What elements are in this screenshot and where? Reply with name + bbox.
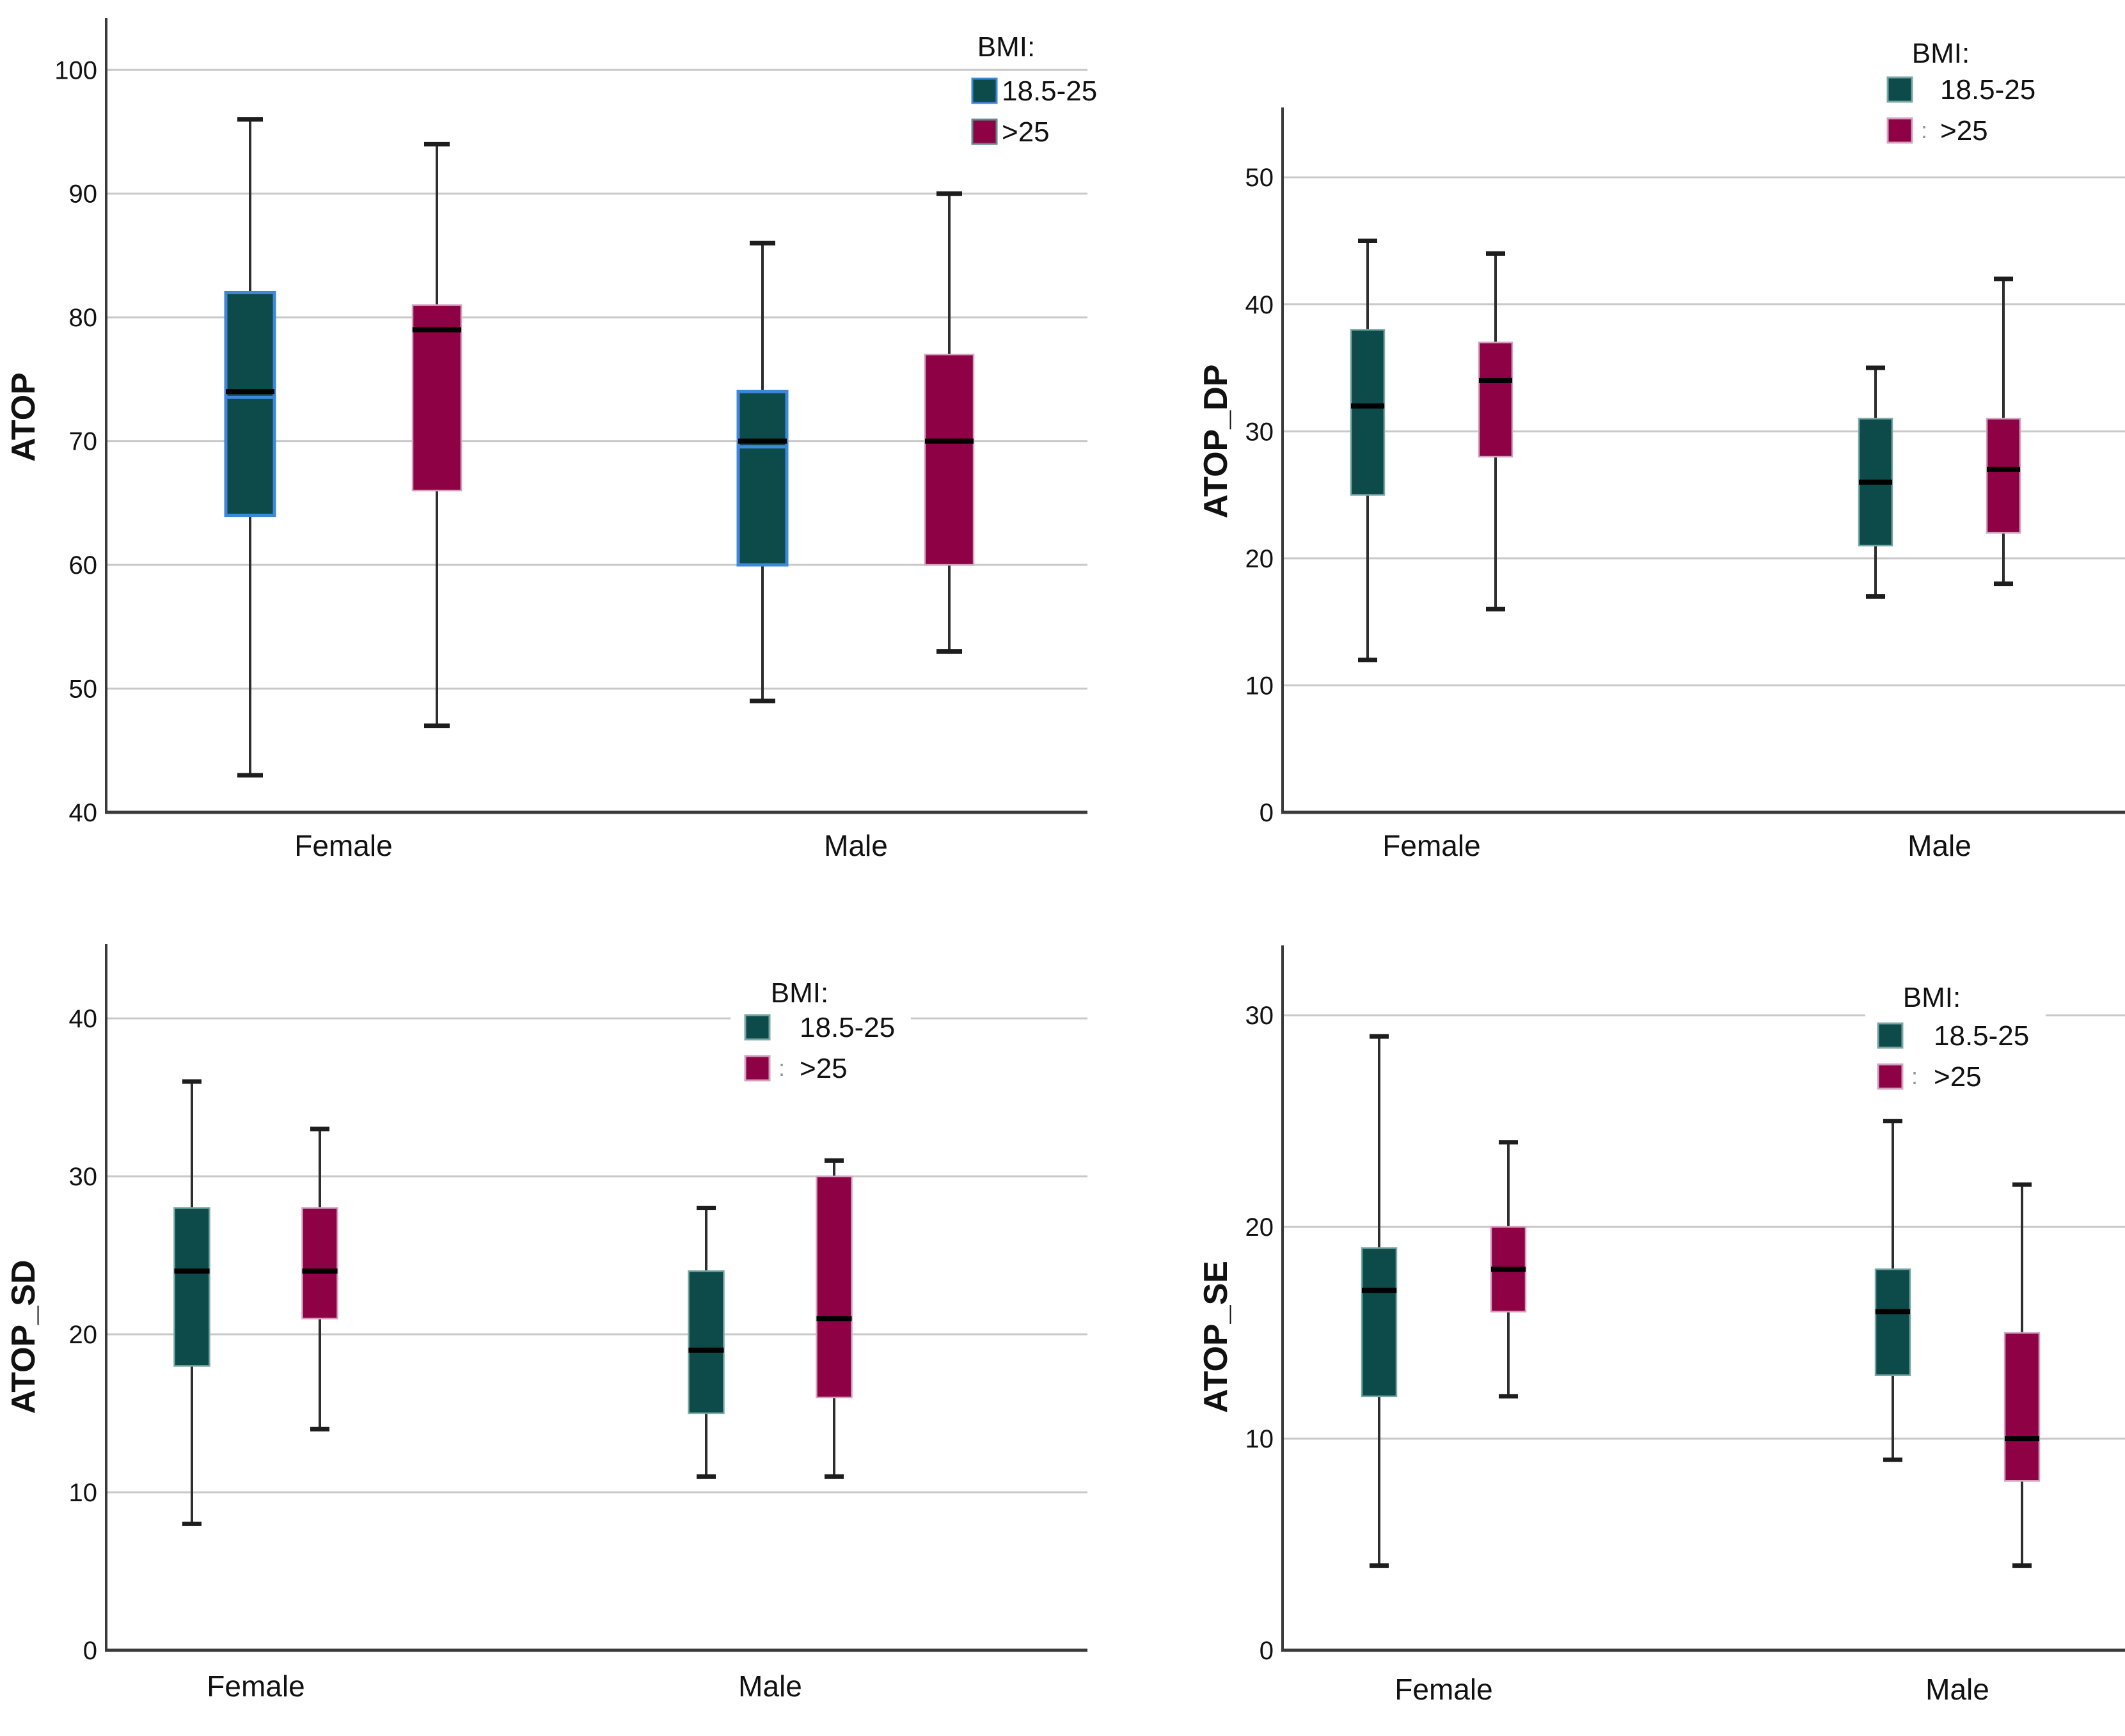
legend-label-gt25: >25	[1002, 116, 1050, 148]
box-atop-18.5-25-male	[736, 390, 789, 567]
y-tick-label-40: 40	[69, 799, 98, 827]
panel-svg-atop-sd: 40 30 20 10 0 Female Male ATOP_SD BMI:18.5-25: >2…	[5, 944, 1087, 1703]
category-label-male: Male	[738, 1669, 802, 1703]
legend-colon-mark: :	[1921, 117, 1927, 143]
legend-swatch-gt25	[1886, 117, 1913, 144]
category-label-male: Male	[1925, 1673, 1989, 1706]
legend-label-18.5-25: 18.5-25	[800, 1012, 895, 1043]
y-tick-label-40: 40	[69, 1005, 98, 1033]
legend-swatch-gt25	[744, 1055, 771, 1082]
legend-label-18.5-25: 18.5-25	[1940, 74, 2035, 106]
category-label-male: Male	[1908, 829, 1971, 862]
y-tick-label-70: 70	[69, 428, 98, 456]
box-atop-18.5-25-female	[224, 290, 276, 517]
legend-title: BMI:	[1903, 982, 1961, 1013]
y-axis-title: ATOP	[5, 372, 42, 462]
y-tick-label-20: 20	[1245, 545, 1274, 573]
y-tick-label-30: 30	[1245, 1002, 1274, 1030]
legend-swatch-18.5-25	[1877, 1022, 1904, 1049]
legend-label-gt25: >25	[1940, 115, 1988, 146]
panel-svg-atop-se: 30 20 10 0 Female Male ATOP_SE BMI: 18.5-25: >25	[1197, 945, 2125, 1706]
y-axis-title: ATOP_SE	[1197, 1261, 1235, 1413]
y-axis-title: ATOP_SD	[5, 1260, 42, 1414]
legend-title: BMI:	[977, 31, 1035, 63]
y-tick-label-60: 60	[69, 551, 98, 580]
panel-svg-atop-dp: 50 40 30 20 10 0 Female Male ATOP_DP BMI: 18.5-25:…	[1197, 38, 2125, 862]
panel-svg-atop: 100 90 80 70 60 50 40 Female Male ATOP BMI: 18.5-25…	[5, 18, 1097, 862]
y-tick-label-40: 40	[1245, 291, 1274, 319]
category-label-male: Male	[824, 829, 888, 862]
box-atop-se-18.5-25-male	[1874, 1268, 1911, 1377]
boxplot-panel-atop-dp: 50 40 30 20 10 0 Female Male ATOP_DP BMI: 18.5-25:…	[1190, 0, 2125, 899]
y-tick-label-100: 100	[54, 56, 97, 84]
legend-title: BMI:	[1912, 38, 1970, 69]
box-atop-dp-18.5-25-female	[1350, 329, 1386, 496]
y-tick-label-0: 0	[83, 1637, 97, 1665]
y-tick-label-0: 0	[1260, 799, 1274, 827]
box-atop-dp-gt25-male	[1986, 418, 2021, 534]
boxplot-panel-atop-se: 30 20 10 0 Female Male ATOP_SE BMI: 18.5-25: >25	[1190, 896, 2125, 1736]
y-tick-label-20: 20	[1245, 1213, 1274, 1242]
category-label-female: Female	[1382, 829, 1480, 862]
y-tick-label-80: 80	[69, 304, 98, 332]
box-atop-gt25-female	[411, 304, 462, 492]
y-tick-label-50: 50	[69, 675, 98, 704]
y-tick-label-50: 50	[1245, 164, 1274, 192]
boxplot-panel-atop-sd: 40 30 20 10 0 Female Male ATOP_SD BMI: 18.5-25: >2…	[0, 896, 1100, 1736]
legend-swatch-gt25	[1877, 1063, 1904, 1090]
y-tick-label-30: 30	[1245, 418, 1274, 446]
legend-colon-mark: :	[778, 1055, 785, 1081]
y-tick-label-10: 10	[69, 1479, 98, 1507]
y-tick-label-30: 30	[69, 1163, 98, 1191]
boxplot-panel-atop: 100 90 80 70 60 50 40 Female Male ATOP BMI: 18.5-25…	[0, 0, 1100, 899]
box-atop-sd-18.5-25-female	[173, 1207, 210, 1367]
box-atop-dp-gt25-female	[1478, 342, 1513, 458]
legend-title: BMI:	[771, 977, 828, 1009]
y-tick-label-90: 90	[69, 180, 98, 209]
y-tick-label-10: 10	[1245, 1425, 1274, 1453]
legend-swatch-18.5-25	[1886, 76, 1913, 103]
box-atop-sd-gt25-female	[301, 1207, 338, 1320]
box-atop-se-gt25-male	[2003, 1332, 2041, 1482]
legend-label-18.5-25: 18.5-25	[1934, 1020, 2029, 1052]
category-label-female: Female	[207, 1669, 304, 1703]
legend-label-gt25: >25	[800, 1053, 848, 1084]
box-atop-sd-gt25-male	[816, 1175, 853, 1399]
y-axis-title: ATOP_DP	[1197, 365, 1235, 519]
box-atop-se-18.5-25-female	[1361, 1247, 1398, 1398]
legend-swatch-18.5-25	[971, 77, 998, 104]
legend-label-gt25: >25	[1934, 1061, 1982, 1093]
legend-label-18.5-25: 18.5-25	[1002, 75, 1097, 107]
legend-swatch-18.5-25	[744, 1014, 771, 1041]
box-atop-sd-18.5-25-male	[688, 1270, 725, 1414]
y-tick-label-20: 20	[69, 1321, 98, 1349]
legend-colon-mark: :	[1911, 1063, 1918, 1089]
y-tick-label-10: 10	[1245, 672, 1274, 700]
category-label-female: Female	[1394, 1673, 1492, 1706]
legend-swatch-gt25	[971, 118, 998, 145]
y-tick-label-0: 0	[1260, 1637, 1274, 1665]
box-atop-gt25-male	[924, 353, 975, 566]
category-label-female: Female	[294, 829, 392, 862]
